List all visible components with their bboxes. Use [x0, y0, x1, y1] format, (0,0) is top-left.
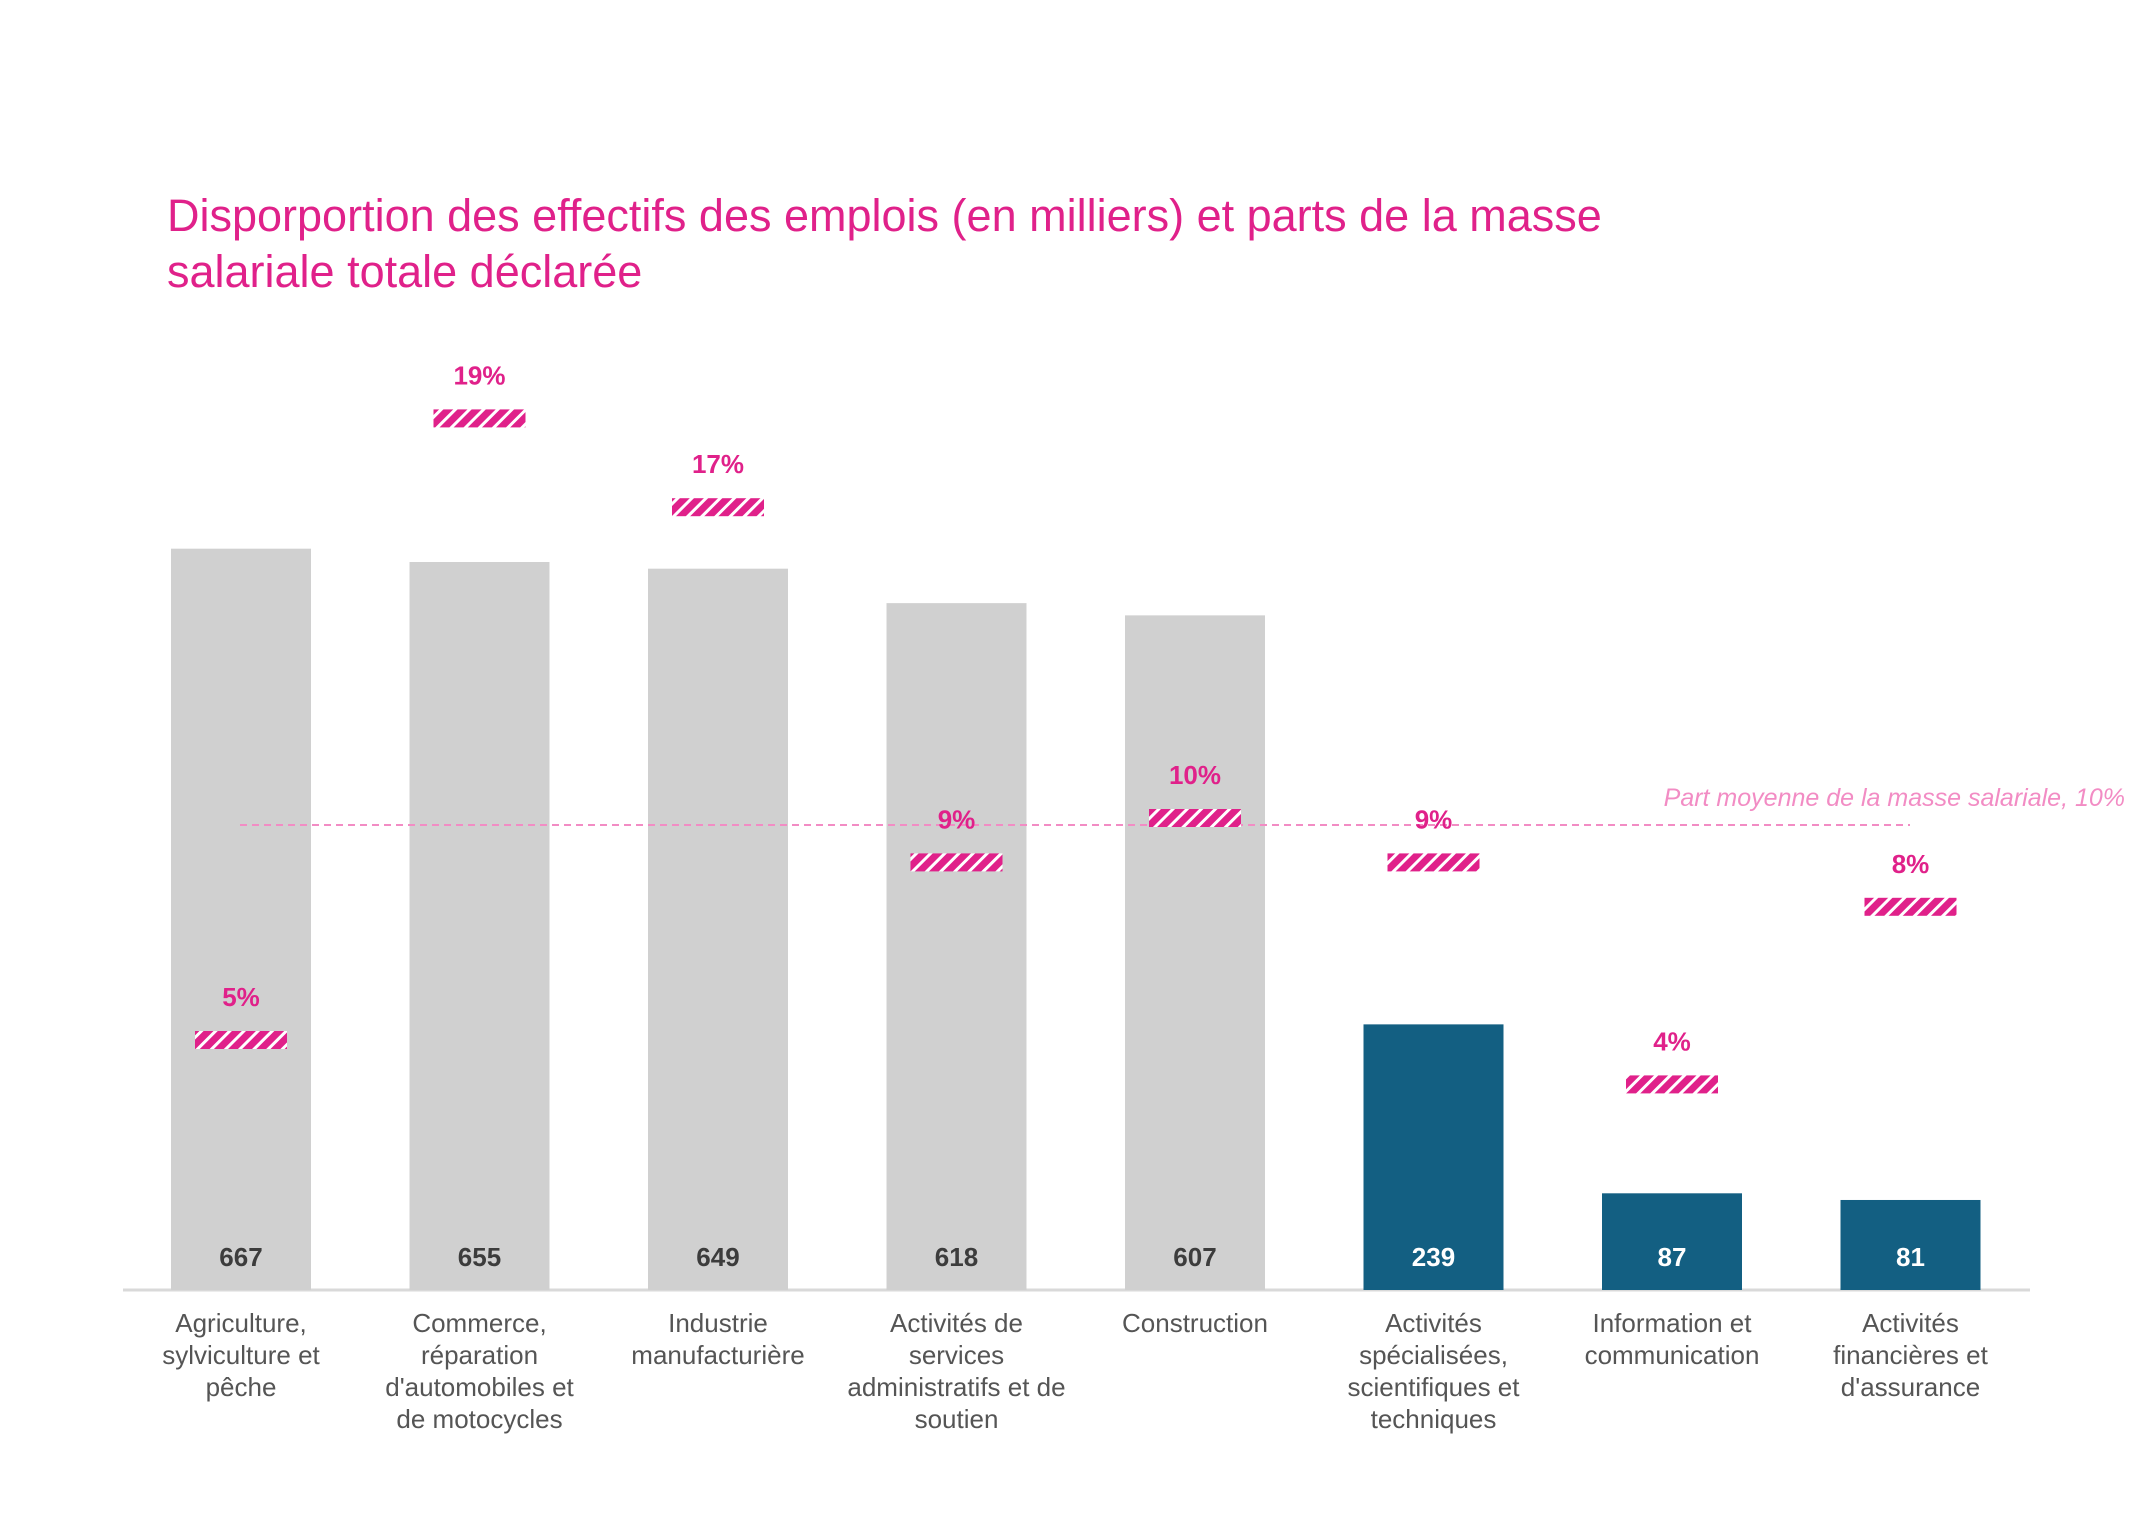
bar-effectifs: [1602, 1193, 1742, 1290]
category-label: Activités spécialisées, scientifiques et te…: [1348, 1308, 1521, 1434]
bar-value-label: 607: [1173, 1242, 1216, 1272]
share-marker: [1864, 897, 1957, 916]
reference-line-label: Part moyenne de la masse salariale, 10%: [1664, 784, 2125, 812]
bar-effectifs: [1840, 1199, 1981, 1290]
share-marker: [433, 409, 526, 428]
bar-value-label: 667: [219, 1242, 262, 1272]
share-value-label: 19%: [453, 360, 505, 390]
share-value-label: 4%: [1653, 1026, 1691, 1056]
share-value-label: 9%: [1415, 804, 1453, 834]
category-label: Information et communication: [1585, 1308, 1760, 1370]
bar-value-label: 81: [1896, 1242, 1925, 1272]
share-marker: [1626, 1075, 1718, 1094]
bar-value-label: 649: [696, 1242, 739, 1272]
share-marker: [1387, 853, 1480, 872]
bar-effectifs: [886, 603, 1027, 1290]
category-label: Commerce, réparation d'automobiles et de mo…: [385, 1308, 574, 1434]
share-value-label: 17%: [692, 449, 744, 479]
chart-title-line-2: salariale totale déclarée: [167, 246, 643, 297]
share-marker: [195, 1031, 287, 1049]
bar-effectifs: [1125, 615, 1265, 1290]
share-marker: [672, 498, 764, 517]
bar-effectifs: [171, 548, 311, 1290]
bar-effectifs: [648, 568, 788, 1290]
chart-title: Disporportion des effectifs des emplois …: [167, 188, 1967, 300]
category-label: Industrie manufacturière: [631, 1308, 804, 1370]
category-label: Activités de services administratifs et de…: [847, 1308, 1065, 1434]
share-value-label: 8%: [1892, 849, 1930, 879]
bar-value-label: 618: [935, 1242, 978, 1272]
category-label: Activités financières et d'assurance: [1833, 1308, 1988, 1402]
category-label: Construction: [1122, 1308, 1268, 1338]
share-value-label: 10%: [1169, 760, 1221, 790]
bar-effectifs: [409, 562, 550, 1290]
share-marker: [1149, 809, 1241, 827]
bar-value-label: 239: [1412, 1242, 1455, 1272]
bar-value-label: 87: [1658, 1242, 1687, 1272]
bar-effectifs: [1363, 1024, 1504, 1290]
share-value-label: 5%: [222, 982, 260, 1012]
category-label: Agriculture, sylviculture et pêche: [162, 1308, 320, 1402]
bar-value-label: 655: [458, 1242, 501, 1272]
share-value-label: 9%: [938, 804, 976, 834]
chart-title-line-1: Disporportion des effectifs des emplois …: [167, 190, 1602, 241]
share-marker: [910, 853, 1003, 872]
